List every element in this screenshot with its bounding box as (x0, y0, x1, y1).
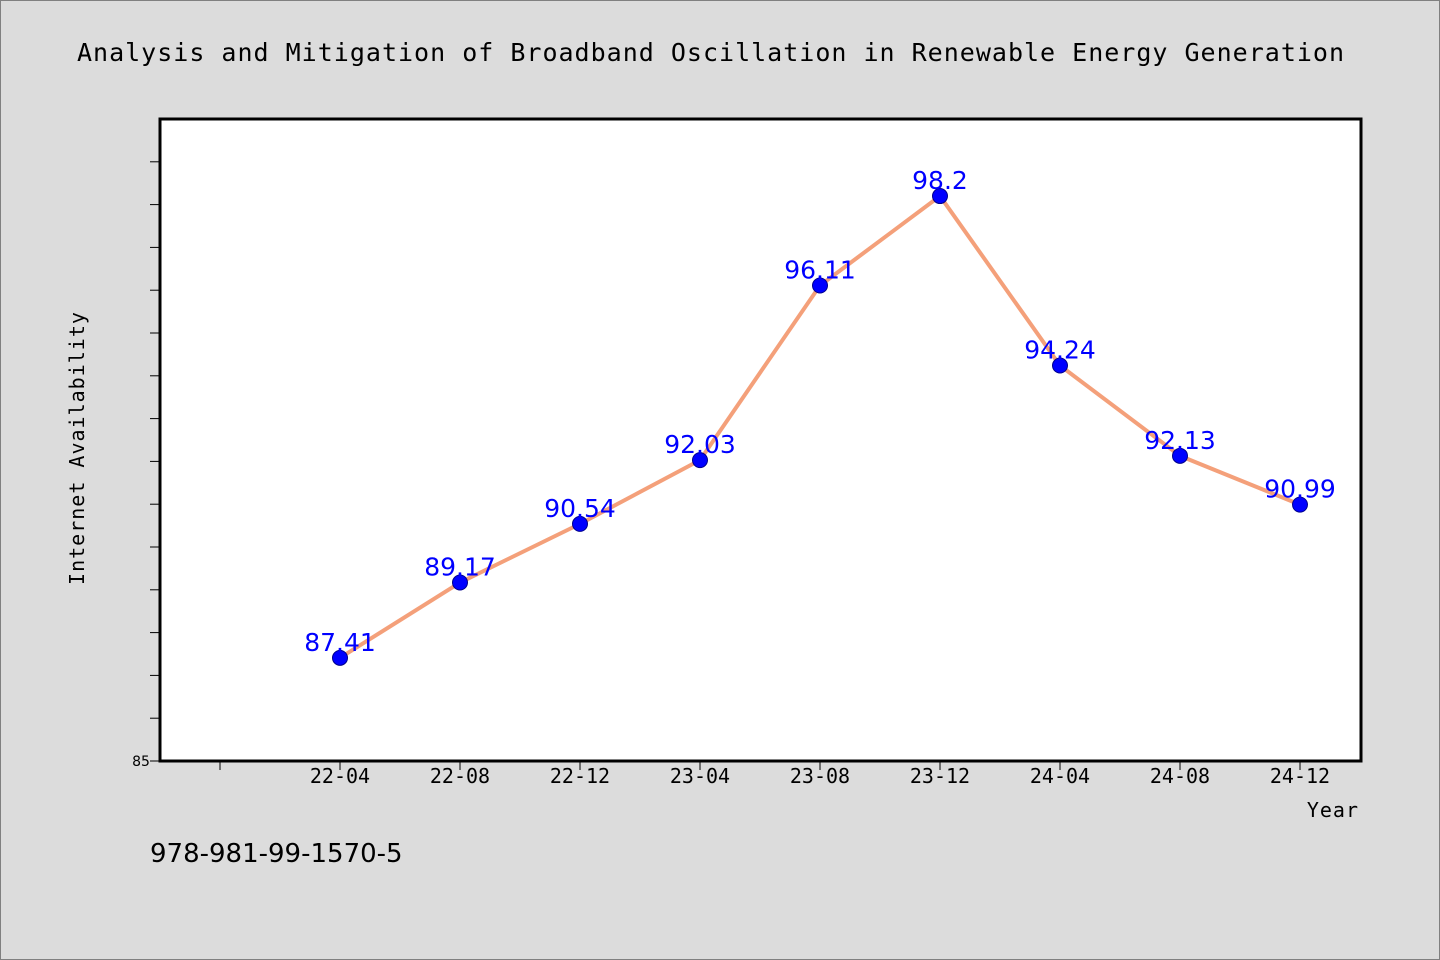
data-label: 92.13 (1144, 426, 1216, 455)
data-point (812, 277, 828, 294)
data-label: 92.03 (664, 430, 736, 459)
data-markers (332, 188, 1308, 666)
data-point (1292, 496, 1308, 513)
x-tick-label: 24-04 (1030, 764, 1090, 788)
x-axis-ticks: 22-04 22-08 22-12 23-04 23-08 23-12 24-04 24-08… (219, 761, 1330, 788)
data-point (932, 188, 948, 205)
y-axis-label: Internet Availability (65, 311, 89, 585)
x-axis-label: Year (1307, 798, 1359, 822)
data-point (572, 515, 588, 532)
x-tick-label: 22-08 (430, 764, 490, 788)
data-label: 96.11 (784, 255, 856, 284)
x-tick-label: 23-12 (910, 764, 970, 788)
data-label: 87.41 (304, 628, 376, 657)
y-axis-ticks (150, 161, 160, 762)
x-tick-label: 22-12 (550, 764, 610, 788)
data-point (692, 452, 708, 469)
x-tick-label: 23-08 (790, 764, 850, 788)
chart-title: Analysis and Mitigation of Broadband Osc… (77, 38, 1345, 67)
data-label: 94.24 (1024, 336, 1096, 365)
data-point (332, 649, 348, 666)
x-tick-label: 23-04 (670, 764, 730, 788)
x-tick-label: 24-12 (1270, 764, 1330, 788)
data-label: 90.54 (544, 494, 616, 523)
data-point (1172, 447, 1188, 464)
data-point (1052, 357, 1068, 374)
data-label: 98.2 (912, 166, 968, 195)
data-label: 90.99 (1264, 475, 1336, 504)
isbn-text: 978-981-99-1570-5 (150, 839, 403, 869)
data-labels: 87.41 89.17 90.54 92.03 96.11 98.2 94.24 92.13 9… (304, 166, 1336, 657)
data-label: 89.17 (424, 553, 496, 582)
data-point (452, 574, 468, 591)
x-tick-label: 24-08 (1150, 764, 1210, 788)
x-tick-label: 22-04 (310, 764, 370, 788)
y-tick-label: 85 (132, 754, 150, 770)
